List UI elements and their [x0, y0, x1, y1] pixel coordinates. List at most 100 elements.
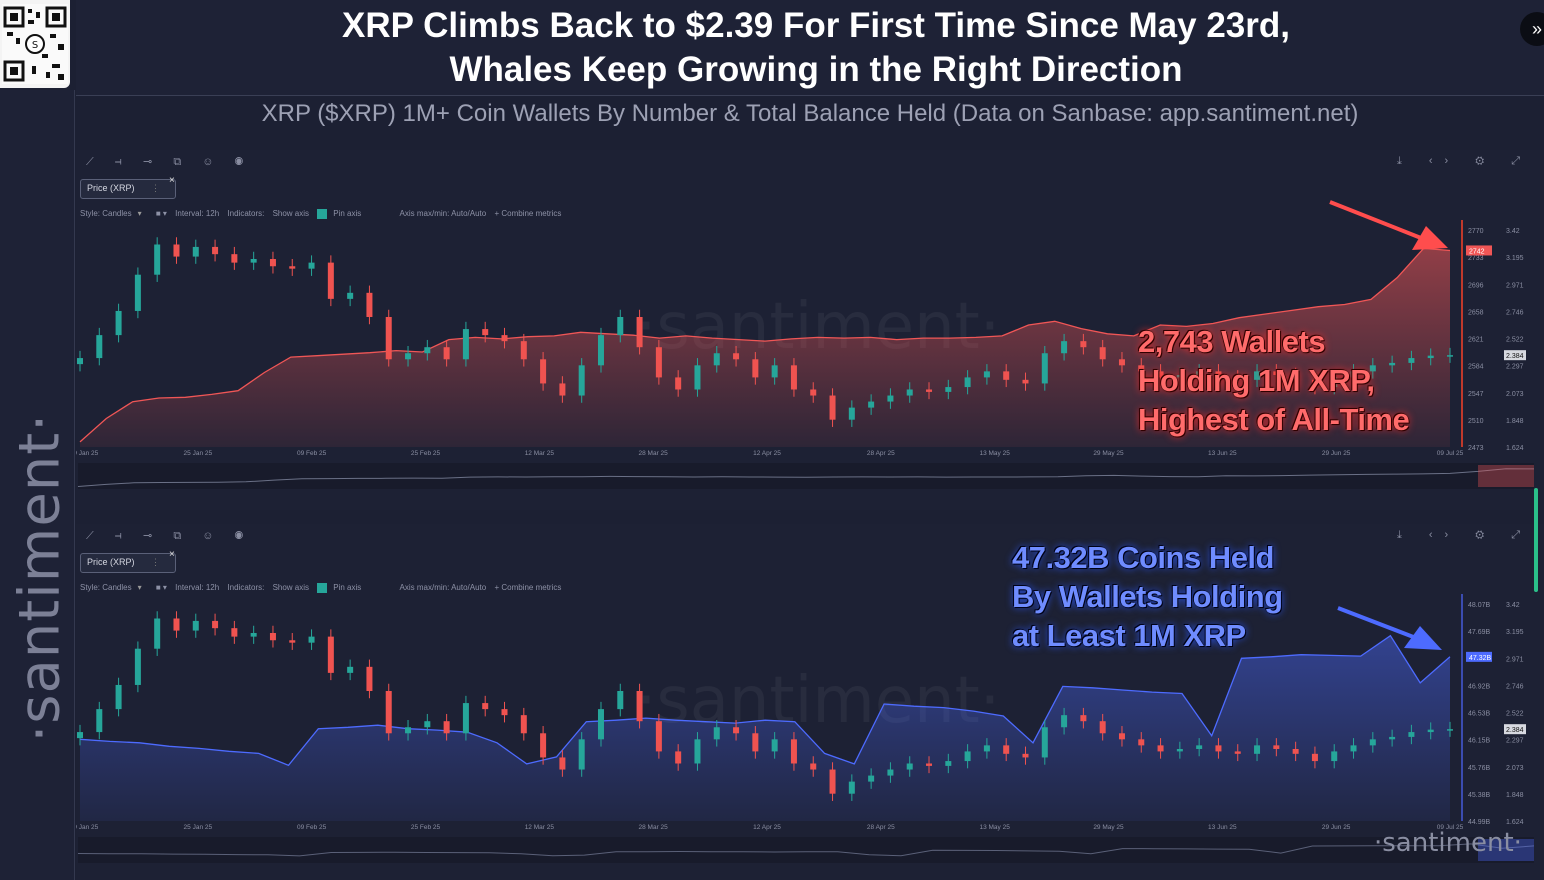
chart-tool-icons[interactable]: ⟋ ⊣ ⊸ ⧉ ☺ ◉: [86, 530, 253, 542]
pin-axis-checkbox[interactable]: [317, 583, 328, 593]
price-last-value-label: 2.384: [1506, 353, 1524, 360]
right-axis-tick: 3.195: [1506, 629, 1524, 636]
x-axis-tick: 29 Jun 25: [1322, 450, 1351, 457]
price-candle: [887, 395, 894, 402]
chip-menu-icon[interactable]: ⋮: [151, 183, 161, 193]
chart-action-icons[interactable]: ⤓ ‹› ⚙ ⤢: [1396, 155, 1532, 167]
qr-code: S: [0, 0, 70, 88]
price-candle: [1118, 359, 1125, 366]
price-candle: [1311, 379, 1318, 388]
right-axis-tick: 2.746: [1506, 309, 1524, 316]
price-candle: [1176, 748, 1183, 752]
blue-annotation: 47.32B Coins Held By Wallets Holding at …: [1012, 538, 1283, 655]
left-axis-tick: 46.53B: [1468, 711, 1491, 718]
price-candle: [1369, 739, 1376, 746]
chip-close-icon[interactable]: ×: [169, 549, 175, 560]
price-candle: [1138, 365, 1145, 372]
x-axis-tick: 28 Apr 25: [867, 824, 895, 831]
interval-select[interactable]: Interval: 12h: [175, 583, 220, 593]
left-axis-tick: 2584: [1468, 364, 1484, 371]
price-candle: [327, 262, 334, 299]
price-candle: [77, 732, 83, 739]
x-axis-tick: 25 Feb 25: [411, 450, 441, 457]
metric-chip-price[interactable]: Price (XRP) ⋮: [80, 553, 176, 573]
style-select[interactable]: Style: Candles: [80, 583, 132, 593]
price-candle: [1331, 751, 1338, 762]
price-candle: [1003, 745, 1010, 754]
right-axis-tick: 2.522: [1506, 711, 1524, 718]
price-candle: [926, 389, 933, 392]
price-candle: [945, 761, 952, 766]
price-candle: [1215, 371, 1222, 378]
red-annotation-line-2: Holding 1M XRP,: [1138, 363, 1375, 398]
price-candle: [636, 690, 643, 722]
chart-panel-coins-held: ⟋ ⊣ ⊸ ⧉ ☺ ◉ ⤓ ‹› ⚙ ⤢ Price (XRP) ⋮ × Sty…: [76, 524, 1544, 880]
right-axis-tick: 1.848: [1506, 418, 1524, 425]
price-candle: [462, 703, 469, 734]
pin-axis-checkbox[interactable]: [317, 209, 328, 219]
price-candle: [366, 666, 373, 691]
combine-metrics-button[interactable]: + Combine metrics: [494, 209, 562, 219]
combine-metrics-button[interactable]: + Combine metrics: [494, 583, 562, 593]
axis-minmax-select[interactable]: Axis max/min: Auto/Auto: [399, 209, 487, 219]
chip-close-icon[interactable]: ×: [169, 175, 175, 186]
price-candle: [96, 335, 103, 359]
price-candle: [250, 632, 257, 637]
price-candle: [1061, 341, 1068, 354]
color-swatch[interactable]: ■ ▾: [155, 209, 167, 219]
price-last-value-label: 2.384: [1506, 727, 1524, 734]
annotation-arrow: [1329, 200, 1422, 240]
price-candle: [231, 254, 238, 263]
price-candle: [926, 763, 933, 766]
x-axis-tick: 28 Mar 25: [639, 450, 669, 457]
price-candle: [1273, 745, 1280, 749]
indicators-select[interactable]: Indicators:: [227, 583, 265, 593]
chip-menu-icon[interactable]: ⋮: [151, 557, 161, 567]
price-candle: [308, 636, 315, 643]
price-candle: [713, 727, 720, 740]
price-candle: [1350, 745, 1357, 752]
show-axis-toggle[interactable]: Show axis: [272, 583, 310, 593]
price-candle: [790, 365, 797, 390]
axis-minmax-select[interactable]: Axis max/min: Auto/Auto: [399, 583, 487, 593]
left-axis-tick: 2733: [1468, 255, 1484, 262]
x-axis-tick: 09 Jul 25: [1437, 824, 1464, 831]
left-axis-tick: 2510: [1468, 418, 1484, 425]
price-candle: [1389, 362, 1396, 366]
price-candle: [1254, 371, 1261, 380]
indicators-select[interactable]: Indicators:: [227, 209, 265, 219]
metric-chip-price[interactable]: Price (XRP) ⋮: [80, 179, 176, 199]
next-arrow-button[interactable]: »: [1520, 12, 1544, 46]
style-select[interactable]: Style: Candles: [80, 209, 132, 219]
price-candle: [212, 620, 219, 629]
color-swatch[interactable]: ■ ▾: [155, 583, 167, 593]
price-candle: [501, 335, 508, 342]
price-candle: [1003, 371, 1010, 380]
x-axis-tick: 13 Jun 25: [1208, 450, 1237, 457]
chart-options-row: Style: Candles ▾ ■ ▾ Interval: 12h Indica…: [80, 583, 562, 593]
right-axis-tick: 1.848: [1506, 792, 1524, 799]
price-candle: [752, 733, 759, 752]
x-axis-tick: 13 Jun 25: [1208, 824, 1237, 831]
price-candle: [1080, 715, 1087, 722]
chart-tool-icons[interactable]: ⟋ ⊣ ⊸ ⧉ ☺ ◉: [86, 156, 253, 168]
price-candle: [1350, 371, 1357, 378]
price-candle: [733, 727, 740, 734]
price-candle: [1447, 355, 1453, 357]
price-candle: [443, 721, 450, 734]
interval-select[interactable]: Interval: 12h: [175, 209, 220, 219]
show-axis-toggle[interactable]: Show axis: [272, 209, 310, 219]
left-axis-tick: 45.38B: [1468, 792, 1491, 799]
price-candle: [713, 353, 720, 366]
price-candle: [366, 292, 373, 317]
price-candle: [848, 781, 855, 794]
scrollbar[interactable]: [1534, 488, 1538, 592]
navigator-line: [77, 843, 1535, 857]
price-candle: [424, 721, 431, 728]
chart-action-icons[interactable]: ⤓ ‹› ⚙ ⤢: [1396, 529, 1532, 541]
right-axis-tick: 2.971: [1506, 656, 1524, 663]
blue-annotation-line-3: at Least 1M XRP: [1012, 618, 1246, 653]
price-candle: [1331, 377, 1338, 388]
x-axis-tick: 29 May 25: [1093, 450, 1124, 457]
price-candle: [462, 329, 469, 360]
